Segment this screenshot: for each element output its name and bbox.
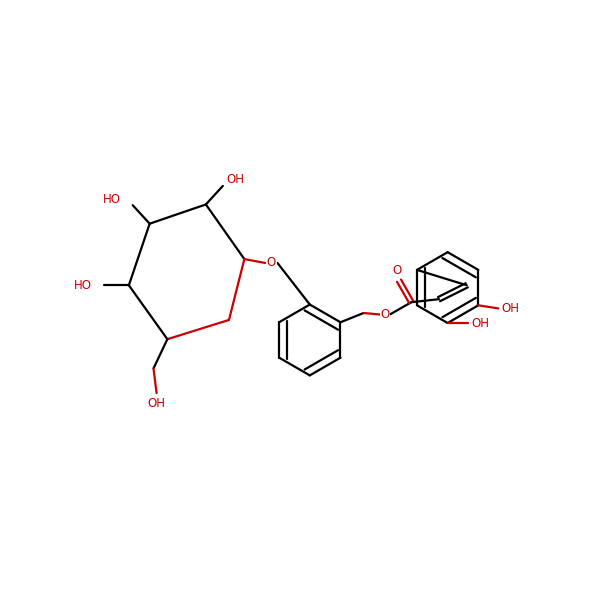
Text: HO: HO — [74, 279, 92, 292]
Text: O: O — [380, 308, 390, 321]
Text: O: O — [266, 256, 276, 269]
Text: OH: OH — [226, 173, 244, 186]
Text: OH: OH — [148, 397, 166, 410]
Text: OH: OH — [471, 317, 489, 329]
Text: O: O — [393, 264, 402, 277]
Text: HO: HO — [103, 193, 121, 206]
Text: OH: OH — [502, 302, 520, 315]
